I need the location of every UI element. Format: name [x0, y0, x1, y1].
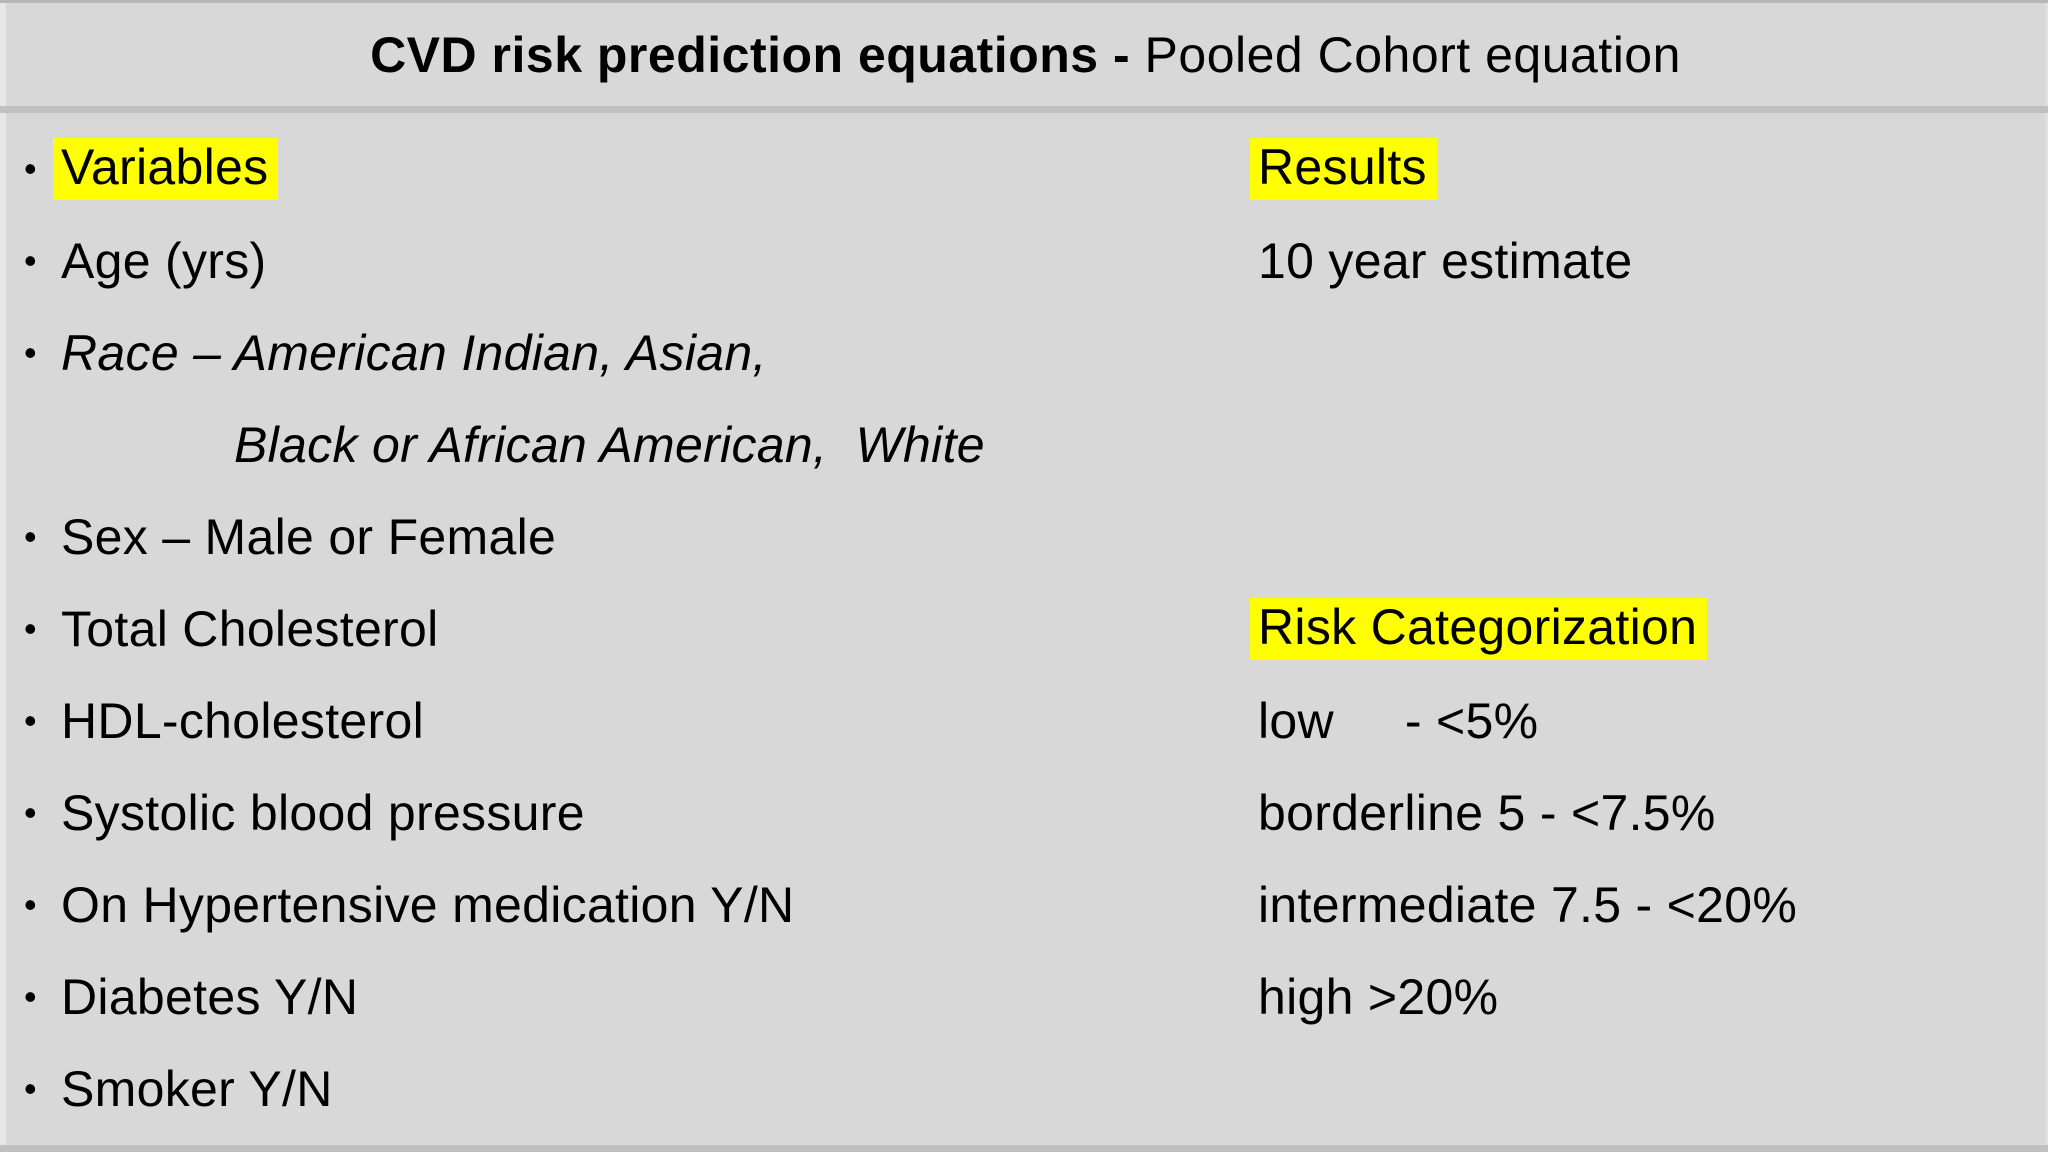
bullet-icon: •: [24, 700, 37, 741]
list-item-age: • Age (yrs): [6, 215, 1245, 307]
bullet-icon: •: [24, 792, 37, 833]
list-item-variables: • Variables: [6, 123, 1245, 215]
list-item-ten-year-estimate: 10 year estimate: [1245, 215, 2045, 307]
list-item-label: intermediate 7.5 - <20%: [1258, 877, 1798, 933]
bullet-icon: •: [24, 884, 37, 925]
spacer-row: [1245, 399, 2045, 491]
window-bottom-edge: [0, 1145, 2048, 1152]
list-item-systolic-bp: • Systolic blood pressure: [6, 767, 1245, 859]
list-item-risk-high: high >20%: [1245, 951, 2045, 1043]
list-item-race-continued: Black or African American, White: [6, 399, 1245, 491]
list-item-label: Systolic blood pressure: [61, 785, 585, 841]
window-right-edge: [2045, 3, 2048, 1145]
list-item-label: Age (yrs): [61, 233, 267, 289]
list-item-risk-low: low - <5%: [1245, 675, 2045, 767]
list-item-label: On Hypertensive medication Y/N: [61, 877, 795, 933]
slide-title-bold: CVD risk prediction equations -: [370, 26, 1145, 83]
list-item-label: Smoker Y/N: [61, 1061, 333, 1117]
list-item-race: • Race – American Indian, Asian,: [6, 307, 1245, 399]
list-item-label: Risk Categorization: [1250, 598, 1708, 660]
slide-title: CVD risk prediction equations - Pooled C…: [6, 3, 2045, 106]
list-item-risk-categorization-heading: Risk Categorization: [1245, 583, 2045, 675]
list-item-label: Diabetes Y/N: [61, 969, 359, 1025]
list-item-hypertensive-medication: • On Hypertensive medication Y/N: [6, 859, 1245, 951]
results-column: Results 10 year estimate Risk Categoriza…: [1245, 123, 2045, 1145]
list-item-label: borderline 5 - <7.5%: [1258, 785, 1716, 841]
list-item-label: high >20%: [1258, 969, 1499, 1025]
bullet-icon: •: [24, 332, 37, 373]
list-item-label: Total Cholesterol: [61, 601, 439, 657]
list-item-smoker: • Smoker Y/N: [6, 1043, 1245, 1135]
list-item-diabetes: • Diabetes Y/N: [6, 951, 1245, 1043]
bullet-icon: •: [24, 976, 37, 1017]
list-item-risk-borderline: borderline 5 - <7.5%: [1245, 767, 2045, 859]
title-divider: [0, 106, 2048, 113]
spacer-row: [1245, 491, 2045, 583]
list-item-label: HDL-cholesterol: [61, 693, 424, 749]
bullet-icon: •: [24, 1068, 37, 1109]
list-item-risk-intermediate: intermediate 7.5 - <20%: [1245, 859, 2045, 951]
bullet-icon: •: [24, 148, 37, 189]
list-item-label: Race – American Indian, Asian,: [61, 325, 767, 381]
spacer-row: [1245, 1043, 2045, 1135]
variables-column: • Variables • Age (yrs) • Race – America…: [6, 123, 1245, 1145]
list-item-sex: • Sex – Male or Female: [6, 491, 1245, 583]
list-item-results-heading: Results: [1245, 123, 2045, 215]
slide-title-regular: Pooled Cohort equation: [1144, 26, 1681, 83]
slide-body: • Variables • Age (yrs) • Race – America…: [6, 113, 2045, 1145]
bullet-icon: •: [24, 240, 37, 281]
list-item-total-cholesterol: • Total Cholesterol: [6, 583, 1245, 675]
list-item-label: Variables: [53, 138, 279, 200]
window-top-edge: [0, 0, 2048, 3]
list-item-label: 10 year estimate: [1258, 233, 1633, 289]
list-item-label: Sex – Male or Female: [61, 509, 557, 565]
window-left-edge: [0, 3, 6, 1145]
list-item-label: Results: [1250, 138, 1437, 200]
bullet-icon: •: [24, 516, 37, 557]
spacer-row: [1245, 307, 2045, 399]
list-item-hdl-cholesterol: • HDL-cholesterol: [6, 675, 1245, 767]
bullet-icon: •: [24, 608, 37, 649]
list-item-label: Black or African American, White: [234, 417, 985, 473]
list-item-label: low - <5%: [1258, 693, 1539, 749]
